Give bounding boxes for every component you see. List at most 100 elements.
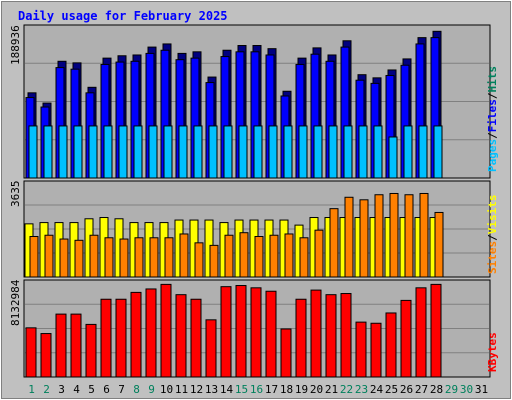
pages-bar-day-23: [358, 125, 368, 179]
pages-bar-day-19: [298, 125, 308, 179]
sites-bar-day-15: [239, 232, 249, 278]
legend-kbytes-panel: KBytes: [486, 332, 499, 372]
pages-bar-day-7: [118, 125, 128, 179]
sites-bar-day-11: [179, 233, 189, 278]
legend-visits: Visits: [486, 195, 499, 235]
pages-bar-day-18: [283, 125, 293, 179]
pages-bar-day-28: [433, 125, 443, 179]
kbytes-bar-day-14: [220, 286, 232, 378]
day-label-12: 12: [190, 383, 203, 396]
day-label-25: 25: [385, 383, 398, 396]
day-label-14: 14: [220, 383, 234, 396]
hits-max-label: 188936: [9, 25, 22, 65]
sites-bar-day-21: [329, 208, 339, 278]
day-label-28: 28: [430, 383, 443, 396]
sites-bar-day-25: [389, 192, 399, 278]
pages-bar-day-5: [88, 125, 98, 179]
pages-bar-day-12: [193, 125, 203, 179]
kbytes-bar-day-9: [145, 288, 157, 378]
legend-files: Files: [486, 99, 499, 132]
kbytes-bar-day-5: [85, 323, 97, 378]
sites-bar-day-13: [209, 244, 219, 278]
kbytes-bar-day-10: [160, 283, 172, 378]
sites-bar-day-3: [59, 238, 69, 278]
pages-bar-day-3: [58, 125, 68, 179]
day-label-4: 4: [73, 383, 80, 396]
sites-bar-day-12: [194, 242, 204, 278]
pages-bar-day-11: [178, 125, 188, 179]
svg-text:Pages/Files/Hits: Pages/Files/Hits: [486, 66, 499, 172]
pages-bar-day-24: [373, 125, 383, 179]
day-label-2: 2: [43, 383, 50, 396]
pages-bar-day-6: [103, 125, 113, 179]
kbytes-bar-day-1: [25, 327, 37, 378]
sites-bar-day-24: [374, 194, 384, 278]
day-labels: 1 2 3 4 5 6 7 8 9 10 11 12 13 14 15 16 17 18 19 20 21 22 23 24 2…: [28, 383, 488, 396]
day-label-5: 5: [88, 383, 95, 396]
legend-hits-panel: Pages/Files/Hits: [486, 66, 499, 172]
kbytes-bar-day-8: [130, 291, 142, 378]
pages-bar-day-1: [28, 125, 38, 179]
kbytes-bar-day-18: [280, 328, 292, 378]
pages-bar-day-13: [208, 125, 218, 179]
sites-bar-day-18: [284, 233, 294, 278]
day-label-7: 7: [118, 383, 125, 396]
kbytes-bar-day-12: [190, 298, 202, 378]
legend-hits: Hits: [486, 66, 499, 93]
pages-bar-day-21: [328, 125, 338, 179]
kbytes-bar-day-26: [400, 299, 412, 378]
day-label-13: 13: [205, 383, 218, 396]
pages-bar-day-22: [343, 125, 353, 179]
pages-bar-day-8: [133, 125, 143, 179]
sites-bar-day-19: [299, 237, 309, 278]
kbytes-bar-day-15: [235, 285, 247, 378]
pages-bar-day-15: [238, 125, 248, 179]
sites-bar-day-1: [29, 236, 39, 278]
sites-bar-day-16: [254, 236, 264, 278]
kbytes-bar-day-13: [205, 319, 217, 378]
sites-bar-day-8: [134, 237, 144, 278]
day-label-27: 27: [415, 383, 428, 396]
sites-bar-day-7: [119, 238, 129, 278]
day-label-16: 16: [250, 383, 263, 396]
kbytes-bar-day-25: [385, 312, 397, 378]
day-label-24: 24: [370, 383, 384, 396]
kbytes-bar-day-24: [370, 322, 382, 378]
kbytes-bar-day-22: [340, 293, 352, 378]
pages-bar-day-16: [253, 125, 263, 179]
pages-bar-day-14: [223, 125, 233, 179]
kbytes-bar-day-27: [415, 287, 427, 378]
visits-max-label: 3635: [9, 181, 22, 208]
pages-bar-day-2: [43, 125, 53, 179]
sites-bar-day-6: [104, 237, 114, 278]
sites-bar-day-5: [89, 234, 99, 278]
kbytes-bar-day-19: [295, 298, 307, 378]
day-label-9: 9: [148, 383, 155, 396]
pages-bar-day-20: [313, 125, 323, 179]
pages-bar-day-27: [418, 125, 428, 179]
sites-bar-day-10: [164, 237, 174, 278]
day-label-3: 3: [58, 383, 65, 396]
sites-bar-day-4: [74, 239, 84, 278]
legend-pages: Pages: [486, 139, 499, 172]
pages-bar-day-25: [388, 136, 398, 179]
day-label-26: 26: [400, 383, 413, 396]
day-label-10: 10: [160, 383, 173, 396]
day-label-22: 22: [340, 383, 353, 396]
kbytes-bar-day-28: [430, 283, 442, 378]
kbytes-bar-day-11: [175, 294, 187, 378]
sites-bar-day-9: [149, 237, 159, 278]
legend-kbytes: KBytes: [486, 332, 499, 372]
day-label-17: 17: [265, 383, 278, 396]
kbytes-bar-day-2: [40, 333, 52, 378]
kbytes-bar-day-4: [70, 313, 82, 378]
day-label-6: 6: [103, 383, 110, 396]
sites-bar-day-2: [44, 234, 54, 278]
kbytes-max-label: 8132984: [9, 279, 22, 326]
bars-layer: [24, 30, 444, 378]
kbytes-bar-day-21: [325, 294, 337, 378]
kbytes-bar-day-3: [55, 313, 67, 378]
svg-text:Sites/Visits: Sites/Visits: [486, 195, 499, 275]
